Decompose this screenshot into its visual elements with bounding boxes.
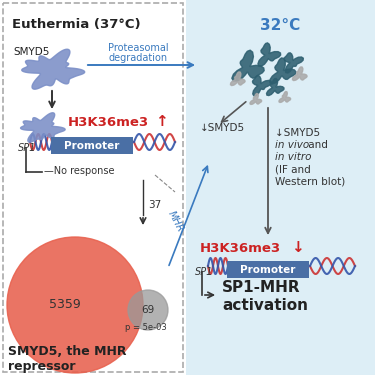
Text: ↓SMYD5: ↓SMYD5	[200, 123, 245, 133]
Polygon shape	[231, 72, 245, 86]
Text: SMYD5, the MHR
repressor: SMYD5, the MHR repressor	[8, 345, 126, 373]
Polygon shape	[252, 75, 272, 96]
Text: 37: 37	[148, 200, 161, 210]
Text: activation: activation	[222, 297, 308, 312]
Text: H3K36me3: H3K36me3	[68, 116, 149, 129]
Text: H3K36me3: H3K36me3	[200, 242, 281, 255]
Text: 32°C: 32°C	[260, 18, 300, 33]
Text: Western blot): Western blot)	[275, 176, 345, 186]
Text: SP1: SP1	[195, 267, 213, 277]
Text: Promoter: Promoter	[64, 141, 120, 151]
FancyBboxPatch shape	[3, 3, 183, 372]
Text: MHR: MHR	[166, 210, 186, 234]
Polygon shape	[250, 93, 262, 105]
Text: ↑: ↑	[155, 114, 168, 129]
Text: Euthermia (37°C): Euthermia (37°C)	[12, 18, 141, 31]
Text: 5359: 5359	[49, 298, 81, 312]
Polygon shape	[22, 49, 85, 89]
Text: p = 5e-03: p = 5e-03	[125, 322, 167, 332]
Text: SMYD5: SMYD5	[13, 47, 50, 57]
Text: Proteasomal: Proteasomal	[108, 43, 168, 53]
Text: in vitro: in vitro	[275, 152, 312, 162]
Polygon shape	[270, 58, 296, 84]
Text: ↓: ↓	[291, 240, 304, 255]
Text: 69: 69	[141, 305, 154, 315]
Polygon shape	[292, 67, 307, 81]
FancyBboxPatch shape	[186, 0, 375, 375]
Text: SP1-MHR: SP1-MHR	[222, 280, 301, 296]
FancyBboxPatch shape	[51, 137, 133, 154]
Polygon shape	[258, 43, 280, 66]
Polygon shape	[232, 50, 264, 81]
Polygon shape	[284, 53, 303, 73]
Polygon shape	[279, 92, 291, 102]
Text: in vivo: in vivo	[275, 140, 309, 150]
Text: SP1: SP1	[18, 143, 36, 153]
Text: (IF and: (IF and	[275, 164, 311, 174]
Text: —No response: —No response	[44, 166, 114, 176]
Circle shape	[128, 290, 168, 330]
Polygon shape	[267, 78, 284, 96]
Circle shape	[7, 237, 143, 373]
Text: Promoter: Promoter	[240, 265, 296, 275]
Text: and: and	[305, 140, 328, 150]
Text: degradation: degradation	[108, 53, 168, 63]
Polygon shape	[21, 113, 65, 142]
FancyBboxPatch shape	[227, 261, 309, 278]
Text: ↓SMYD5: ↓SMYD5	[275, 128, 323, 138]
